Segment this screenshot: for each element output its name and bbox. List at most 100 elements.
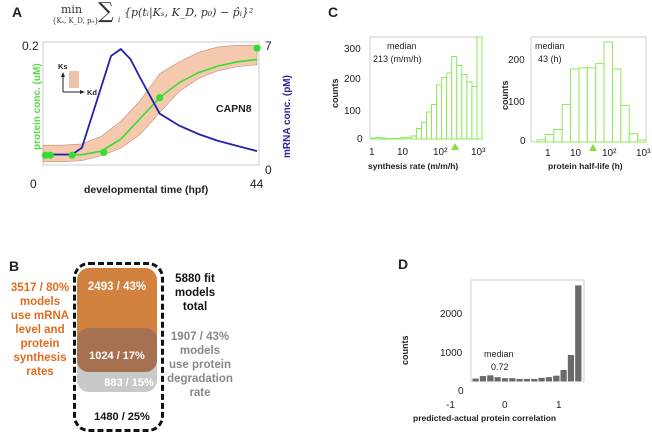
degradation-models-label: 1907 / 43% models use protein degradatio… <box>162 330 238 400</box>
right-line-4: degradation <box>167 373 233 385</box>
chart-a: 0.2 7 0 0 44 developmental time (hpf) pr… <box>22 39 293 196</box>
d-xtick-1: 1 <box>556 400 562 411</box>
c1-histogram-bar <box>380 137 387 140</box>
equation-subscript: {Kₛ, K_D, p₀} <box>52 17 99 25</box>
c1-median-marker <box>451 143 459 150</box>
a-ylabel2: mRNA conc. (pM) <box>282 75 293 158</box>
c1-histogram-bar <box>385 137 392 140</box>
c2-histogram-bar <box>570 68 580 143</box>
c1-histogram-bar <box>471 86 478 140</box>
c2-histogram-bar <box>553 129 563 143</box>
panel-label-a: A <box>12 4 23 20</box>
chart-d: median 0.72 2000 1000 0 -1 0 1 predicted… <box>400 279 585 423</box>
d-histogram-bar <box>500 377 510 383</box>
c2-xtick-1000: 10³ <box>636 148 651 159</box>
c2-histogram-bar <box>637 139 647 143</box>
d-histogram-bar <box>522 377 532 383</box>
ks-kd-inset: Ks Kd <box>58 62 97 97</box>
d-histogram-bar <box>493 376 502 383</box>
d-xtick-neg1: -1 <box>446 400 455 411</box>
a-ytick-top: 0.2 <box>22 39 39 53</box>
d-histogram-bar <box>537 376 546 383</box>
c2-ytick-100: 100 <box>508 97 525 108</box>
a-ylabel: protein conc. (uM) <box>32 63 43 150</box>
orange-only-count: 2493 / 43% <box>87 281 147 293</box>
equation-body: {p(tᵢ|Kₛ, K_D, p₀) − p̂ᵢ}² <box>124 6 254 19</box>
c1-ylabel: counts <box>330 78 340 108</box>
left-line-6: synthesis <box>13 352 67 364</box>
d-histogram-bar <box>515 377 524 383</box>
c1-histogram-bar <box>476 36 483 140</box>
left-line-4: level and <box>15 324 65 336</box>
d-histogram-bar <box>508 377 517 383</box>
equation-sum: ∑ <box>98 0 114 24</box>
gray-only-count: 883 / 15% <box>104 377 154 389</box>
c1-xtick-10: 10 <box>397 147 409 158</box>
a-xlabel: developmental time (hpf) <box>84 184 208 196</box>
c1-ytick-100: 100 <box>344 106 361 117</box>
d-histogram-bar <box>530 377 539 383</box>
c1-histogram-bar <box>370 137 377 140</box>
c2-histogram-bar <box>561 104 572 143</box>
left-line-5: protein <box>20 338 60 350</box>
overlap-box <box>77 328 157 372</box>
c1-xlabel: synthesis rate (m/m/h) <box>368 161 458 171</box>
d-median-value: 0.72 <box>491 362 509 372</box>
total-line-2: models <box>174 287 216 299</box>
c2-xtick-100: 10² <box>602 148 617 159</box>
d-frame <box>470 279 585 383</box>
c1-histogram-bar <box>410 135 417 140</box>
protein-confidence-band <box>42 44 258 163</box>
d-ytick-0: 0 <box>458 386 464 397</box>
a-xtick-right: 44 <box>250 177 264 191</box>
c1-histogram-bar <box>415 128 422 140</box>
c2-histogram-bar <box>536 139 546 143</box>
d-ylabel: counts <box>400 335 410 365</box>
c2-xtick-10: 10 <box>570 148 582 159</box>
c1-histogram-bar <box>446 72 453 140</box>
c1-histogram-bar <box>431 104 438 140</box>
protein-data-point <box>156 93 164 102</box>
synthesis-models-label: 3517 / 80% models use mRNA level and pro… <box>2 281 78 379</box>
c1-histogram-bar <box>420 122 427 140</box>
c2-histogram-bar <box>611 68 622 143</box>
inset-x-arrowhead <box>80 90 85 94</box>
c2-xtick-1: 1 <box>545 148 551 159</box>
c1-histogram-bar <box>426 111 433 140</box>
inset-ks-label: Ks <box>58 62 68 71</box>
outer-dashed-box <box>73 262 164 432</box>
c1-median-value: 213 (m/m/h) <box>373 54 422 64</box>
c1-histogram-bar <box>375 137 382 140</box>
a-y2tick-top: 7 <box>265 39 272 53</box>
chart-c-synthesis: median 213 (m/m/h) 300 200 100 0 1 10 10… <box>330 36 486 171</box>
c2-ylabel: counts <box>500 80 510 110</box>
c1-xtick-1: 1 <box>369 147 375 158</box>
panel-label-b: B <box>9 258 20 274</box>
c2-median-value: 43 (h) <box>538 54 562 64</box>
d-ytick-2000: 2000 <box>440 309 463 320</box>
equation-sum-index: i <box>118 16 121 24</box>
d-histogram-bar <box>478 375 488 383</box>
d-xtick-0: 0 <box>502 400 508 411</box>
c1-histogram-bar <box>451 56 458 140</box>
d-histogram-bar <box>574 284 583 383</box>
c1-histogram-bar <box>395 137 402 140</box>
right-line-2: models <box>179 345 221 357</box>
d-median-label: median <box>484 349 514 359</box>
total-models-label: 5880 fit models total <box>160 272 230 314</box>
left-line-1: 3517 / 80% <box>10 282 70 294</box>
right-line-1: 1907 / 43% <box>170 331 230 343</box>
c2-histogram-bar <box>620 104 630 143</box>
c1-histogram-bar <box>390 137 397 140</box>
protein-data-point <box>68 151 76 159</box>
venn-diagram: 2493 / 43% 1024 / 17% 883 / 15% 1480 / 2… <box>0 220 330 436</box>
c2-histogram-bar <box>628 133 639 143</box>
inset-y-arrowhead <box>61 72 65 77</box>
c1-ytick-300: 300 <box>344 44 361 55</box>
c1-histogram-bar <box>466 81 473 140</box>
outside-count: 1480 / 25% <box>94 411 150 423</box>
mrna-line <box>43 47 258 156</box>
overlap-count: 1024 / 17% <box>89 350 145 362</box>
d-histogram-bar <box>471 377 480 383</box>
a-gene-title: CAPN8 <box>216 103 252 115</box>
